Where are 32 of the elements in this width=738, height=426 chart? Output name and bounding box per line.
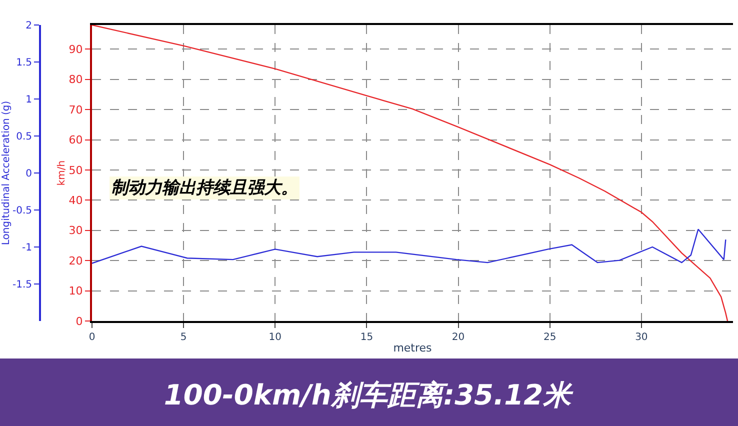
y2-tick-label: -0.5 [12,206,32,216]
text: 100-0km/h刹车距离:35.12米 [164,378,574,412]
x-tick-label: 15 [360,332,374,343]
x-tick-label: 30 [635,332,648,343]
x-axis-title: metres [393,342,432,355]
x-tick-label: 10 [268,332,282,343]
y2-axis-title: Longitudinal Acceleration (g) [0,100,12,246]
y2-tick-label: 0.5 [16,132,32,142]
y-tick-label: 30 [68,224,83,238]
y2-tick-label: 0 [26,168,32,180]
line-series [92,25,728,321]
y-tick-label: 0 [76,314,83,328]
line-series [92,228,726,264]
y2-tick-label: -1.5 [12,280,32,290]
x-tick-label: 20 [452,332,465,343]
y-tick-label: 70 [68,103,83,116]
y2-tick-label: 1 [26,94,32,106]
y-tick-label: 10 [68,284,83,298]
annotation: 制动力输出持续且强大。 [111,178,298,198]
y-axis-title: km/h [56,160,68,186]
y2-tick-label: 1.5 [16,58,32,68]
y-tick-label: 90 [68,43,83,56]
y-tick-label: 60 [68,134,83,147]
x-tick-label: 25 [543,332,556,343]
y-tick-label: 20 [68,254,83,268]
y-tick-label: 50 [68,164,83,177]
x-tick-label: 0 [88,332,96,343]
y2-tick-label: 2 [26,20,32,32]
x-tick-label: 5 [180,332,187,343]
y2-tick-label: -1 [22,242,32,254]
y-tick-label: 80 [68,73,83,86]
y-tick-label: 40 [68,194,83,208]
